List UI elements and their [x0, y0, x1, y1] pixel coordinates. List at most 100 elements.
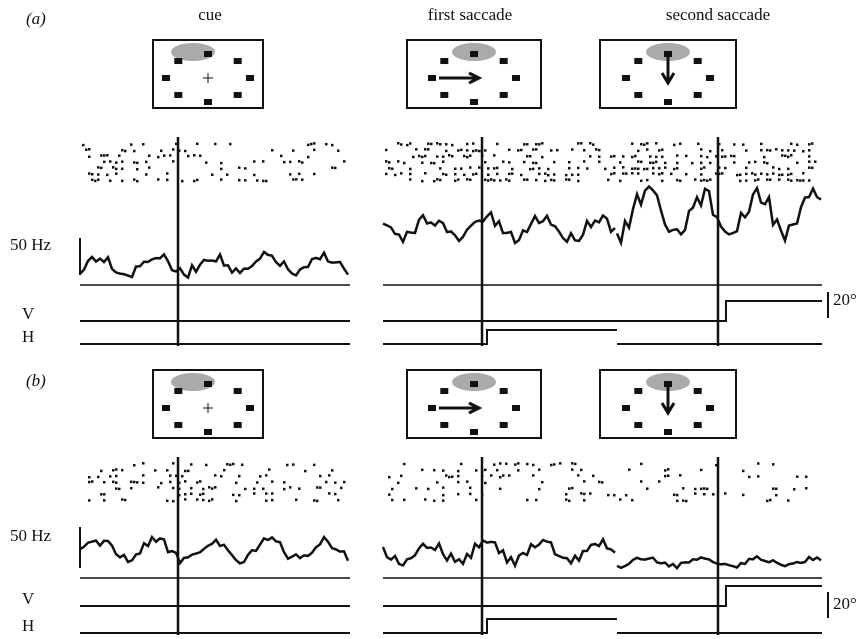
spike	[745, 149, 748, 152]
spike	[778, 168, 781, 171]
spike	[772, 172, 775, 175]
spike	[448, 154, 451, 157]
spike	[547, 174, 550, 177]
spike	[538, 143, 541, 146]
spike	[172, 462, 175, 465]
spike	[601, 481, 604, 484]
spike	[760, 143, 763, 146]
target-shape	[512, 75, 520, 81]
spike	[340, 487, 343, 490]
spike	[385, 173, 388, 176]
spike	[466, 143, 469, 146]
spike	[292, 149, 295, 152]
spike	[631, 499, 634, 502]
spike	[142, 143, 145, 146]
spike	[106, 154, 109, 157]
spike	[685, 500, 688, 503]
spike	[403, 162, 406, 165]
spike	[271, 480, 274, 483]
spike	[181, 475, 184, 478]
spike	[169, 474, 172, 477]
spike	[700, 179, 703, 182]
rate-trace	[80, 537, 348, 563]
target-shape	[500, 92, 508, 98]
spike	[577, 142, 580, 145]
angle-scale-label: 20°	[833, 594, 857, 613]
spike	[484, 482, 487, 485]
spike	[400, 143, 403, 146]
spike	[598, 155, 601, 158]
target-shape	[234, 422, 242, 428]
spike	[313, 499, 316, 502]
spike	[265, 180, 268, 183]
spike	[589, 155, 592, 158]
spike	[325, 143, 328, 146]
spike	[283, 161, 286, 164]
spike	[205, 161, 208, 164]
spike	[742, 143, 745, 146]
spike	[334, 493, 337, 496]
spike	[784, 155, 787, 158]
spike	[700, 488, 703, 491]
spike	[553, 161, 556, 164]
spike	[421, 180, 424, 183]
spike	[256, 481, 259, 484]
spike	[445, 150, 448, 153]
spike	[130, 481, 133, 484]
spike	[742, 494, 745, 497]
target-shape	[428, 75, 436, 81]
spike	[109, 180, 112, 183]
spike	[805, 476, 808, 479]
spike	[253, 174, 256, 177]
spike	[553, 463, 556, 466]
spike	[484, 469, 487, 472]
spike	[88, 499, 91, 502]
spike	[538, 167, 541, 170]
spike	[220, 475, 223, 478]
spike	[169, 481, 172, 484]
spike	[316, 486, 319, 489]
spike	[598, 149, 601, 152]
spike	[523, 178, 526, 181]
spike	[796, 162, 799, 165]
spike	[418, 155, 421, 158]
spike	[238, 475, 241, 478]
spike	[538, 173, 541, 176]
spike	[571, 174, 574, 177]
spike	[403, 463, 406, 466]
spike	[775, 148, 778, 151]
h-label: H	[22, 616, 34, 635]
spike	[166, 500, 169, 503]
spike	[313, 149, 316, 152]
spike	[565, 493, 568, 496]
spike	[142, 482, 145, 485]
spike	[427, 488, 430, 491]
spike	[265, 492, 268, 495]
spike	[499, 179, 502, 182]
spike	[202, 488, 205, 491]
spike	[505, 178, 508, 181]
spike	[259, 475, 262, 478]
spike	[652, 167, 655, 170]
spike	[457, 470, 460, 473]
spike	[538, 488, 541, 491]
spike	[682, 487, 685, 490]
spike	[196, 498, 199, 501]
spike	[766, 178, 769, 181]
spike	[508, 173, 511, 176]
spike	[388, 493, 391, 496]
spike	[535, 148, 538, 151]
spike	[676, 494, 679, 497]
spike	[565, 174, 568, 177]
spike	[532, 162, 535, 165]
spike	[676, 167, 679, 170]
spike	[184, 498, 187, 501]
spike	[133, 464, 136, 467]
spike	[115, 168, 118, 171]
spike	[397, 482, 400, 485]
spike	[121, 498, 124, 501]
column-panel	[383, 370, 617, 635]
column-title: cue	[198, 5, 222, 24]
spike	[91, 179, 94, 182]
spike	[583, 493, 586, 496]
